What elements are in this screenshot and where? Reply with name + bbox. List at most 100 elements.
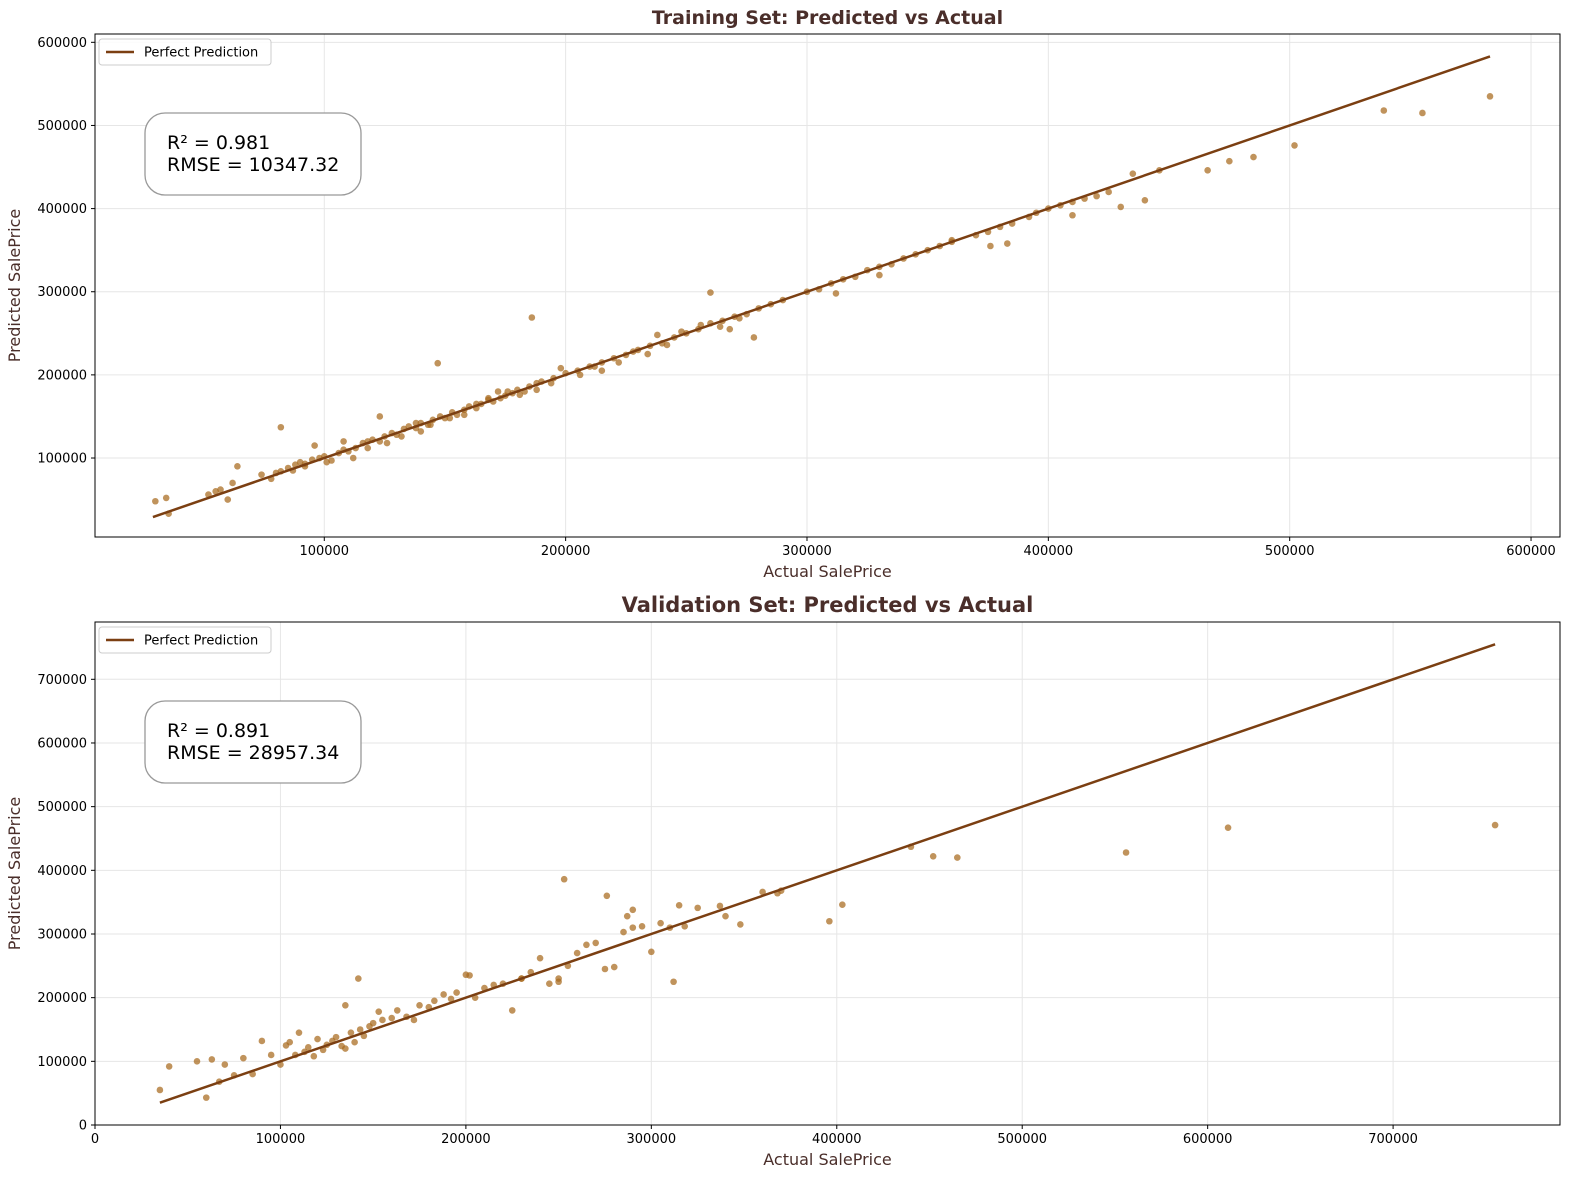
data-point bbox=[311, 442, 318, 449]
y-tick-label: 600000 bbox=[37, 736, 87, 751]
data-point bbox=[716, 902, 724, 910]
data-point bbox=[224, 496, 232, 503]
data-point bbox=[349, 454, 357, 462]
data-point bbox=[1491, 821, 1499, 829]
legend: Perfect Prediction bbox=[98, 38, 272, 66]
data-point bbox=[383, 439, 391, 447]
annotation-box bbox=[144, 112, 362, 196]
data-point bbox=[546, 980, 553, 987]
data-point bbox=[707, 289, 714, 296]
y-tick-label: 400000 bbox=[37, 864, 87, 879]
data-point bbox=[536, 954, 544, 962]
data-point bbox=[440, 991, 447, 998]
y-tick-label: 400000 bbox=[37, 202, 87, 217]
data-point bbox=[453, 989, 460, 996]
data-point bbox=[1117, 203, 1125, 211]
data-point bbox=[1486, 93, 1494, 100]
y-tick-label: 100000 bbox=[37, 452, 87, 467]
data-point bbox=[398, 433, 405, 440]
data-point bbox=[340, 438, 347, 445]
data-point bbox=[576, 371, 584, 379]
data-point bbox=[1224, 824, 1232, 831]
y-tick-label: 200000 bbox=[37, 368, 87, 383]
chart-title: Validation Set: Predicted vs Actual bbox=[622, 593, 1034, 617]
legend-box bbox=[98, 38, 272, 66]
y-tick-label: 600000 bbox=[37, 36, 87, 51]
data-point bbox=[369, 1019, 377, 1027]
data-point bbox=[364, 444, 372, 452]
data-point bbox=[629, 924, 637, 931]
data-point bbox=[434, 359, 442, 367]
data-point bbox=[221, 1061, 229, 1068]
y-tick-label: 300000 bbox=[37, 927, 87, 942]
data-point bbox=[277, 423, 285, 431]
x-tick-label: 200000 bbox=[441, 1132, 491, 1147]
data-point bbox=[152, 497, 159, 505]
data-point bbox=[286, 1038, 294, 1046]
data-point bbox=[355, 975, 362, 982]
x-tick-label: 400000 bbox=[812, 1132, 862, 1147]
perfect-prediction-line bbox=[152, 55, 1491, 519]
y-axis-label: Predicted SalePrice bbox=[5, 797, 24, 950]
y-tick-label: 200000 bbox=[37, 991, 87, 1006]
data-point bbox=[648, 948, 655, 956]
x-tick-label: 0 bbox=[91, 1132, 99, 1147]
data-point bbox=[508, 1007, 516, 1014]
data-point bbox=[393, 1007, 401, 1014]
data-point bbox=[623, 912, 631, 920]
data-point bbox=[1419, 109, 1426, 117]
data-point bbox=[654, 331, 661, 339]
data-point bbox=[388, 1014, 396, 1022]
data-point bbox=[447, 995, 455, 1003]
perfect-prediction-line bbox=[159, 643, 1496, 1104]
data-point bbox=[314, 1035, 321, 1043]
y-tick-label: 500000 bbox=[37, 119, 87, 134]
data-point bbox=[342, 1045, 349, 1052]
data-point bbox=[417, 428, 425, 435]
data-point bbox=[379, 1016, 386, 1024]
data-point bbox=[629, 906, 637, 914]
data-point bbox=[598, 367, 606, 375]
y-axis-label: Predicted SalePrice bbox=[5, 209, 24, 362]
rmse-value: RMSE = 28957.34 bbox=[167, 742, 339, 764]
data-point bbox=[234, 463, 241, 470]
plot-frame bbox=[94, 621, 1561, 1126]
data-point bbox=[165, 1063, 173, 1070]
data-point bbox=[638, 923, 646, 930]
data-point bbox=[347, 1029, 355, 1036]
data-point bbox=[460, 411, 468, 419]
x-tick-label: 100000 bbox=[299, 544, 349, 559]
data-point bbox=[310, 1052, 318, 1060]
data-point bbox=[826, 917, 833, 925]
legend-label: Perfect Prediction bbox=[144, 634, 258, 649]
data-point bbox=[323, 458, 330, 466]
x-tick-label: 700000 bbox=[1368, 1132, 1418, 1147]
data-point bbox=[603, 892, 611, 900]
data-point bbox=[681, 923, 689, 930]
data-point bbox=[750, 334, 758, 341]
data-point bbox=[670, 978, 677, 986]
data-point bbox=[620, 928, 627, 936]
data-point bbox=[304, 1044, 312, 1051]
data-point bbox=[528, 314, 536, 321]
data-point bbox=[1129, 170, 1137, 177]
data-point bbox=[351, 1038, 358, 1046]
data-point bbox=[533, 386, 540, 394]
data-point bbox=[644, 350, 651, 358]
data-point bbox=[162, 494, 170, 502]
data-point bbox=[416, 1001, 423, 1009]
data-point bbox=[258, 471, 265, 478]
data-point bbox=[267, 1051, 275, 1059]
data-point bbox=[356, 1026, 364, 1033]
data-point bbox=[663, 341, 671, 349]
data-point bbox=[832, 290, 840, 297]
data-point bbox=[694, 904, 701, 912]
legend-label: Perfect Prediction bbox=[144, 46, 258, 61]
data-point bbox=[516, 391, 524, 399]
data-point bbox=[592, 939, 599, 947]
data-point bbox=[1004, 240, 1011, 247]
data-point bbox=[1105, 188, 1112, 196]
data-point bbox=[839, 901, 846, 908]
